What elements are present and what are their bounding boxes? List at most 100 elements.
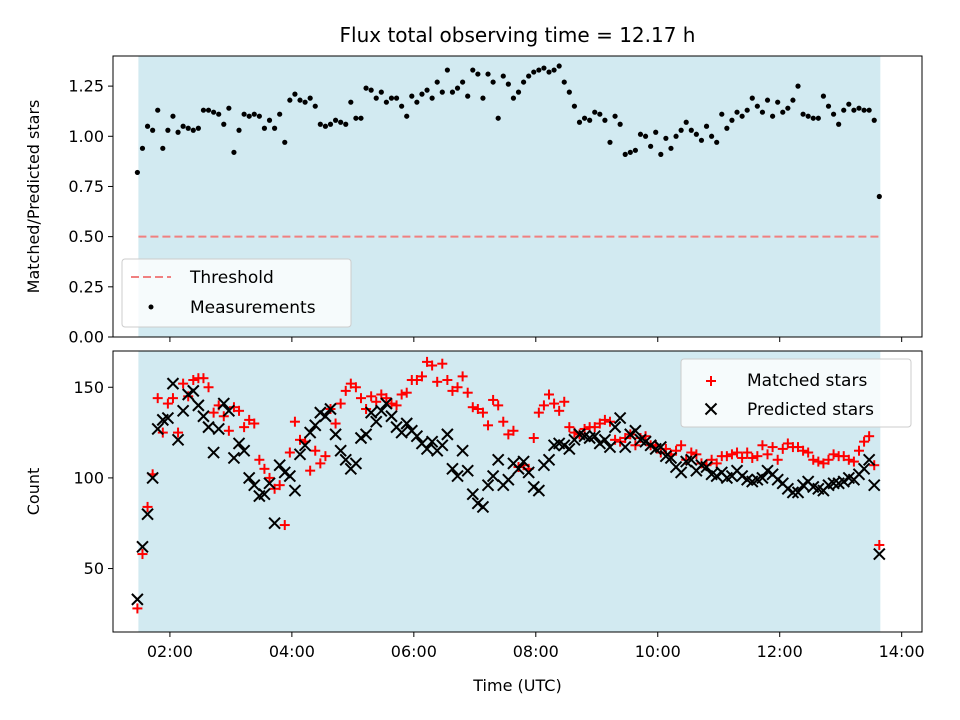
predicted-star-point	[380, 397, 393, 410]
measurement-point	[754, 103, 760, 109]
marker-stroke	[704, 402, 718, 416]
measurement-point	[531, 69, 537, 75]
y-tick-label: 0.00	[68, 328, 104, 347]
x-tick-label: 08:00	[513, 642, 559, 661]
measurement-point	[200, 107, 207, 113]
predicted-star-point	[385, 410, 398, 423]
measurement-point	[749, 95, 755, 101]
measurement-point	[150, 127, 156, 133]
marker-stroke	[644, 439, 657, 452]
measurement-point	[602, 117, 608, 123]
marker-stroke	[141, 507, 154, 521]
marker-stroke	[436, 439, 449, 452]
matched-star-point	[355, 393, 366, 404]
marker-stroke	[425, 435, 439, 448]
predicted-star-point	[400, 417, 413, 430]
measurement-point	[378, 89, 384, 95]
measurement-point	[277, 111, 283, 117]
predicted-star-point	[563, 442, 576, 456]
matched-star-point	[777, 443, 788, 454]
legend-predicted-swatch	[704, 402, 718, 416]
measurement-point	[617, 121, 623, 127]
predicted-star-point	[309, 419, 322, 432]
marker-stroke	[237, 444, 251, 457]
measurement-point	[256, 113, 262, 119]
marker-stroke	[232, 437, 246, 450]
measurement-point	[414, 99, 420, 105]
marker-stroke	[812, 482, 825, 495]
matched-star-point	[747, 452, 758, 463]
marker-stroke	[466, 488, 479, 501]
measurement-point	[876, 193, 882, 200]
measurement-point	[317, 121, 323, 127]
matched-star-point	[228, 402, 239, 413]
marker-stroke	[385, 410, 398, 423]
predicted-star-point	[166, 377, 180, 390]
measurement-point	[764, 97, 771, 103]
measurement-point	[434, 79, 440, 85]
marker-stroke	[598, 433, 612, 447]
marker-stroke	[288, 484, 302, 497]
measurement-point	[322, 123, 329, 129]
marker-stroke	[217, 397, 230, 410]
marker-stroke	[248, 478, 261, 492]
matched-star-point	[848, 456, 859, 467]
measurement-point	[470, 67, 476, 73]
predicted-star-point	[873, 547, 886, 561]
marker-stroke	[639, 435, 652, 448]
legend-measurements-swatch	[148, 304, 154, 310]
measurement-point	[841, 107, 847, 113]
matched-star-point	[442, 375, 453, 386]
matched-star-point	[142, 501, 153, 512]
count-y-axis: 50 100 150	[73, 378, 113, 578]
matched-star-point	[386, 398, 397, 409]
marker-stroke	[380, 397, 393, 410]
measurement-point	[703, 123, 710, 129]
measurement-point	[739, 113, 745, 119]
measurement-point	[363, 85, 369, 91]
predicted-star-point	[685, 453, 698, 466]
predicted-star-point	[242, 471, 256, 485]
matched-star-point	[223, 425, 234, 436]
measurement-point	[719, 111, 725, 117]
matched-star-point	[259, 463, 270, 474]
measurement-point	[205, 107, 212, 113]
matched-star-point	[498, 416, 509, 427]
measurement-point	[810, 115, 816, 121]
matched-star-point	[167, 393, 178, 404]
predicted-star-point	[791, 486, 805, 499]
matched-star-point	[208, 407, 219, 418]
measurement-point	[404, 113, 410, 119]
predicted-star-point	[608, 420, 622, 434]
measurement-point	[607, 139, 613, 145]
matched-star-point	[178, 378, 189, 389]
marker-stroke	[197, 410, 210, 423]
predicted-star-point	[227, 451, 241, 465]
measurement-point	[409, 93, 415, 99]
matched-star-point	[457, 371, 468, 382]
predicted-star-point	[461, 464, 474, 477]
matched-star-point	[843, 454, 854, 465]
measurement-point	[266, 117, 273, 123]
y-tick-label: 50	[84, 559, 104, 578]
predicted-star-point	[395, 426, 408, 439]
predicted-star-point	[674, 466, 688, 479]
y-tick-label: 0.75	[68, 177, 104, 196]
marker-stroke	[563, 442, 576, 456]
measurement-point	[439, 89, 445, 95]
measurement-point	[592, 109, 598, 115]
predicted-star-point	[151, 422, 164, 436]
matched-star-point	[864, 431, 875, 442]
marker-stroke	[446, 462, 459, 476]
marker-stroke	[242, 471, 256, 485]
marker-stroke	[659, 449, 673, 463]
matched-star-point	[284, 447, 295, 458]
marker-stroke	[674, 466, 688, 479]
predicted-star-point	[425, 435, 439, 448]
measurement-point	[714, 139, 720, 145]
marker-stroke	[192, 399, 205, 412]
measurements-series	[134, 63, 882, 200]
measurement-point	[399, 103, 405, 109]
marker-stroke	[293, 448, 307, 461]
marker-stroke	[522, 466, 535, 479]
